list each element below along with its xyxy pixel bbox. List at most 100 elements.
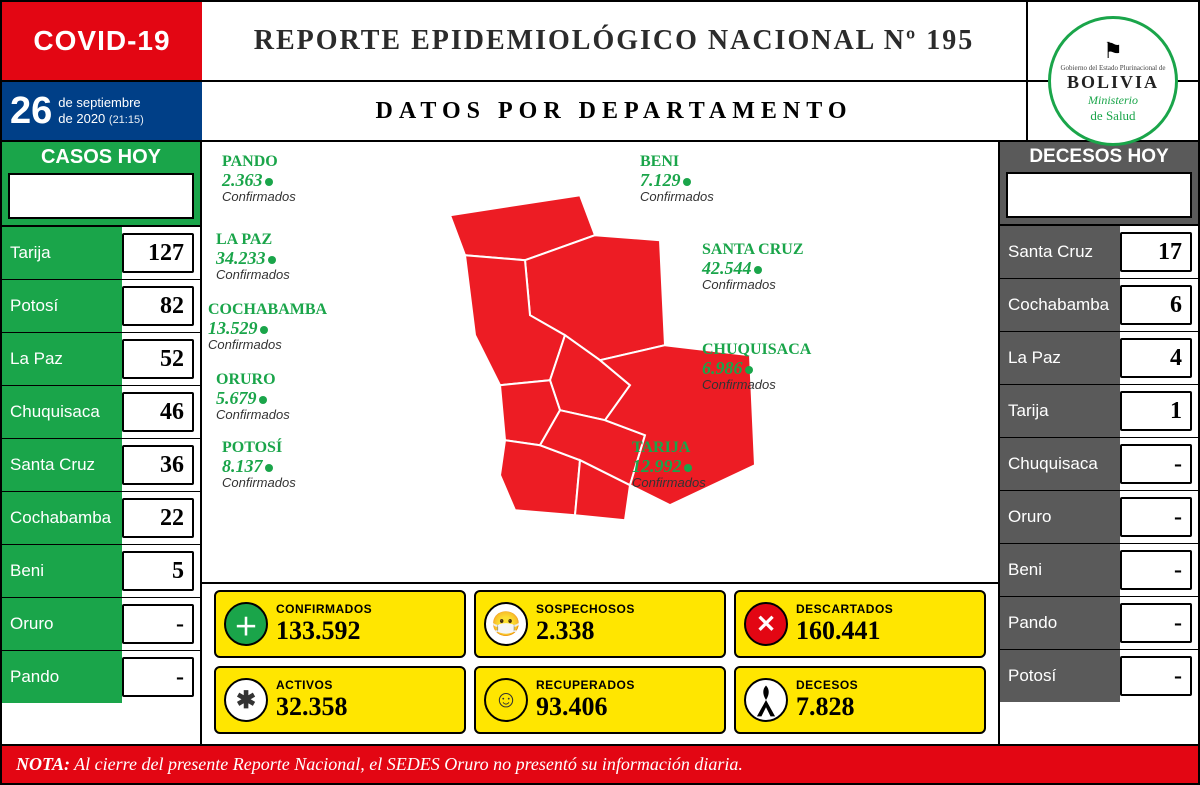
cases-today-panel: CASOS HOY 370 Tarija 127Potosí 82La Paz …	[2, 142, 202, 744]
table-row: Chuquisaca 46	[2, 385, 200, 438]
row-value: 22	[122, 498, 194, 538]
map-area: PANDO 2.363 Confirmados LA PAZ 34.233 Con…	[202, 142, 998, 582]
table-row: Beni 5	[2, 544, 200, 597]
stat-box: ✱ ACTIVOS 32.358	[214, 666, 466, 734]
row-label: Chuquisaca	[2, 386, 122, 438]
footer-note: NOTA: Al cierre del presente Reporte Nac…	[2, 744, 1198, 783]
body-row: CASOS HOY 370 Tarija 127Potosí 82La Paz …	[2, 142, 1198, 744]
dept-value: 34.233	[216, 249, 290, 268]
note-prefix: NOTA:	[16, 754, 70, 774]
map-callout: LA PAZ 34.233 Confirmados	[216, 232, 290, 281]
stat-box: ✕ DESCARTADOS 160.441	[734, 590, 986, 658]
map-callout: BENI 7.129 Confirmados	[640, 154, 714, 203]
row-value: -	[1120, 656, 1192, 696]
dept-value: 42.544	[702, 259, 804, 278]
dept-value: 12.992	[632, 457, 706, 476]
map-callout: TARIJA 12.992 Confirmados	[632, 440, 706, 489]
dept-name: SANTA CRUZ	[702, 242, 804, 259]
mask-icon: 😷	[484, 602, 528, 646]
table-row: Tarija 1	[1000, 384, 1198, 437]
deaths-today-title: DECESOS HOY 28	[1000, 142, 1198, 224]
cases-today-title: CASOS HOY 370	[2, 142, 200, 225]
dept-name: POTOSÍ	[222, 440, 296, 457]
table-row: Beni -	[1000, 543, 1198, 596]
cases-today-list: Tarija 127Potosí 82La Paz 52Chuquisaca 4…	[2, 225, 200, 703]
stat-label: ACTIVOS	[276, 678, 348, 692]
dept-name: ORURO	[216, 372, 290, 389]
row-value: 36	[122, 445, 194, 485]
subheader-row: 26 de septiembre de 2020 (21:15) DATOS P…	[2, 82, 1198, 142]
cross-icon: ✕	[744, 602, 788, 646]
row-value: 127	[122, 233, 194, 273]
seal-top-text: Gobierno del Estado Plurinacional de	[1061, 64, 1166, 72]
row-label: Beni	[1000, 544, 1120, 596]
row-label: La Paz	[2, 333, 122, 385]
dept-name: CHUQUISACA	[702, 342, 811, 359]
row-label: Potosí	[2, 280, 122, 332]
stat-label: DECESOS	[796, 678, 858, 692]
row-label: Santa Cruz	[2, 439, 122, 491]
row-label: Chuquisaca	[1000, 438, 1120, 490]
table-row: Tarija 127	[2, 225, 200, 279]
row-label: Oruro	[2, 598, 122, 650]
dept-value: 13.529	[208, 319, 327, 338]
dept-sub: Confirmados	[216, 408, 290, 422]
table-row: Santa Cruz 36	[2, 438, 200, 491]
stat-value: 133.592	[276, 616, 372, 646]
dept-value: 7.129	[640, 171, 714, 190]
row-label: Tarija	[2, 227, 122, 279]
table-row: Potosí -	[1000, 649, 1198, 702]
row-value: 1	[1120, 391, 1192, 431]
row-value: 46	[122, 392, 194, 432]
dept-name: PANDO	[222, 154, 296, 171]
dept-name: COCHABAMBA	[208, 302, 327, 319]
date-day: 26	[10, 92, 52, 130]
row-label: Cochabamba	[2, 492, 122, 544]
table-row: La Paz 52	[2, 332, 200, 385]
stat-label: RECUPERADOS	[536, 678, 635, 692]
stat-value: 160.441	[796, 616, 893, 646]
date-year: de 2020 (21:15)	[58, 111, 143, 127]
map-callout: PANDO 2.363 Confirmados	[222, 154, 296, 203]
report-container: COVID-19 REPORTE EPIDEMIOLÓGICO NACIONAL…	[0, 0, 1200, 785]
map-callout: POTOSÍ 8.137 Confirmados	[222, 440, 296, 489]
dept-sub: Confirmados	[702, 278, 804, 292]
dept-value: 2.363	[222, 171, 296, 190]
row-value: 52	[122, 339, 194, 379]
dept-value: 6.986	[702, 359, 811, 378]
row-value: -	[1120, 444, 1192, 484]
date-time: (21:15)	[109, 114, 144, 126]
stat-value: 32.358	[276, 692, 348, 722]
row-label: Beni	[2, 545, 122, 597]
stat-box: DECESOS 7.828	[734, 666, 986, 734]
row-value: 6	[1120, 285, 1192, 325]
table-row: Cochabamba 22	[2, 491, 200, 544]
table-row: Pando -	[2, 650, 200, 703]
stat-box: 😷 SOSPECHOSOS 2.338	[474, 590, 726, 658]
row-value: -	[1120, 603, 1192, 643]
map-callout: COCHABAMBA 13.529 Confirmados	[208, 302, 327, 351]
row-value: -	[1120, 550, 1192, 590]
row-value: -	[1120, 497, 1192, 537]
table-row: Chuquisaca -	[1000, 437, 1198, 490]
row-label: Tarija	[1000, 385, 1120, 437]
map-callout: CHUQUISACA 6.986 Confirmados	[702, 342, 811, 391]
covid-badge: COVID-19	[2, 2, 202, 80]
dept-sub: Confirmados	[208, 338, 327, 352]
row-label: La Paz	[1000, 332, 1120, 384]
table-row: Cochabamba 6	[1000, 278, 1198, 331]
center-panel: PANDO 2.363 Confirmados LA PAZ 34.233 Con…	[202, 142, 998, 744]
stats-grid: ＋ CONFIRMADOS 133.592 😷 SOSPECHOSOS 2.33…	[202, 582, 998, 744]
stat-label: DESCARTADOS	[796, 602, 893, 616]
row-label: Pando	[2, 651, 122, 703]
row-label: Santa Cruz	[1000, 226, 1120, 278]
row-value: 4	[1120, 338, 1192, 378]
dept-sub: Confirmados	[640, 190, 714, 204]
row-value: -	[122, 604, 194, 644]
seal-country: BOLIVIA	[1067, 72, 1159, 93]
plus-icon: ＋	[224, 602, 268, 646]
main-title: REPORTE EPIDEMIOLÓGICO NACIONAL Nº 195	[202, 2, 1028, 80]
stat-value: 93.406	[536, 692, 635, 722]
row-value: 17	[1120, 232, 1192, 272]
dept-sub: Confirmados	[632, 476, 706, 490]
